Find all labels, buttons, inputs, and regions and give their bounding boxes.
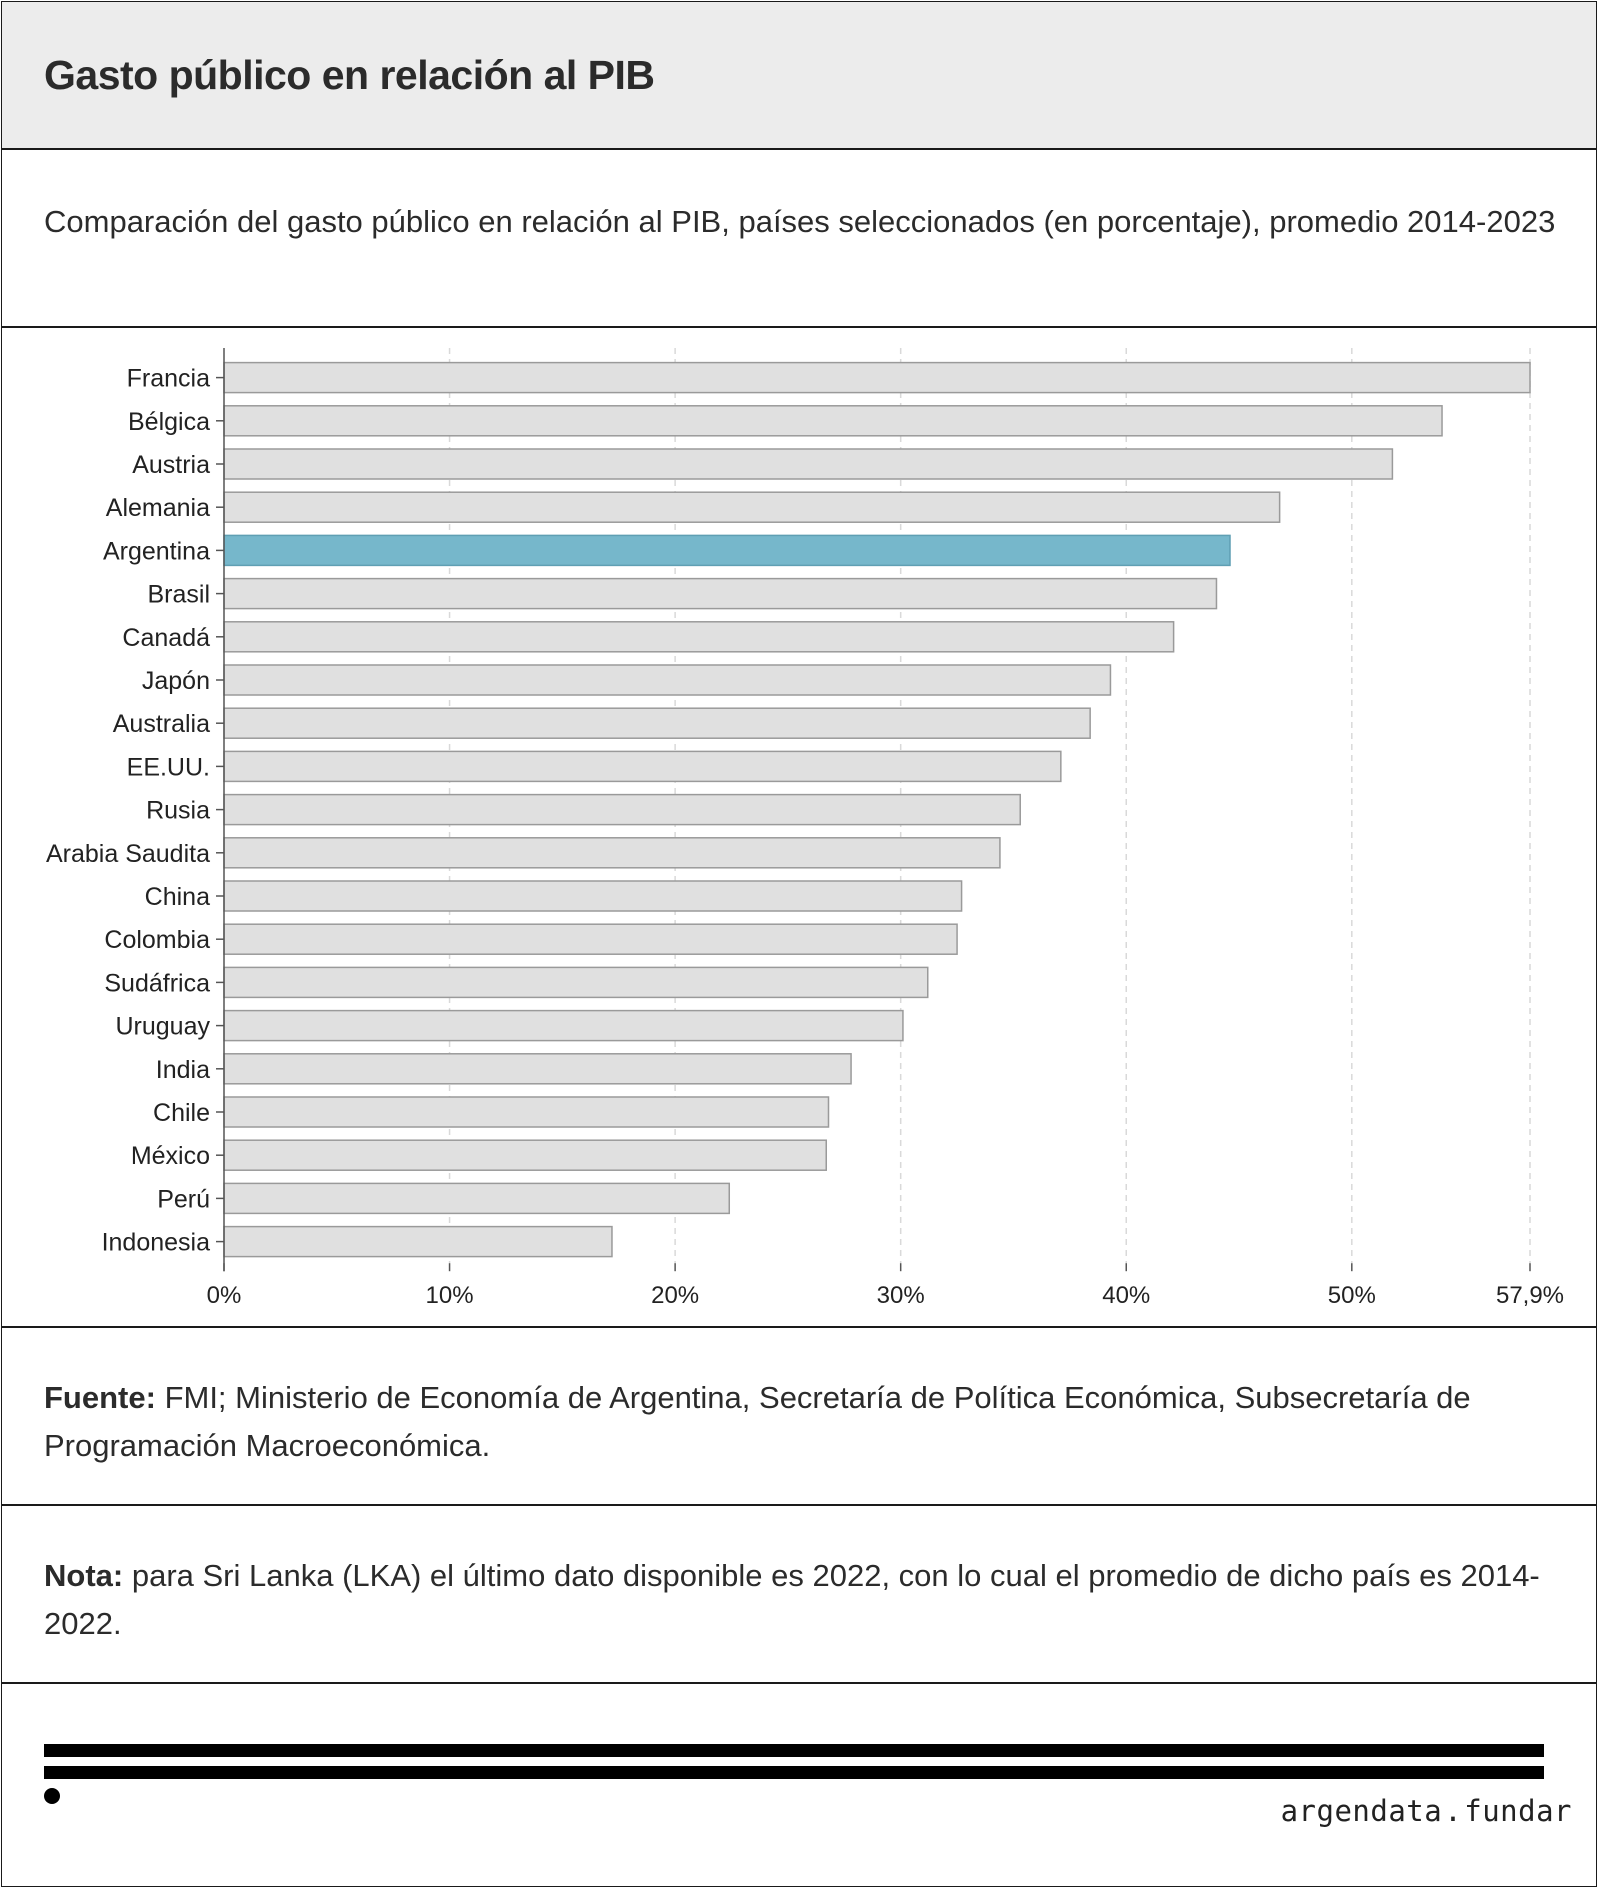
category-label-13: Colombia: [104, 926, 210, 954]
bar-1: [223, 405, 1443, 437]
category-label-11: Arabia Saudita: [46, 840, 210, 868]
note-section: Nota: para Sri Lanka (LKA) el último dat…: [2, 1506, 1596, 1684]
bar-14: [223, 966, 929, 999]
x-tick-label-0: 0%: [207, 1282, 242, 1309]
bar-chart: Francia Bélgica Austria Alemania Argentina Br…: [46, 348, 1564, 1309]
source-section: Fuente: FMI; Ministerio de Economía de A…: [2, 1328, 1596, 1506]
bar-9: [223, 750, 1062, 783]
category-label-6: Canadá: [122, 624, 210, 652]
logo-dot: [44, 1788, 60, 1804]
logo-line-top: [44, 1744, 1544, 1757]
category-label-20: Indonesia: [102, 1229, 211, 1257]
bar-12: [223, 880, 963, 912]
bar-17: [223, 1096, 830, 1128]
bar-7: [223, 664, 1112, 696]
source-body: FMI; Ministerio de Economía de Argentina…: [44, 1380, 1471, 1463]
bar-4: [223, 534, 1231, 567]
bar-6: [223, 621, 1175, 653]
category-label-19: Perú: [157, 1185, 210, 1213]
bar-5: [223, 577, 1218, 610]
x-tick-label-5: 50%: [1328, 1282, 1376, 1309]
bar-18: [223, 1139, 827, 1171]
logo-line-bottom: [44, 1766, 1544, 1779]
note-body: para Sri Lanka (LKA) el último dato disp…: [44, 1558, 1540, 1641]
x-tick-label-4: 40%: [1102, 1282, 1150, 1309]
category-label-7: Japón: [142, 667, 210, 695]
category-label-17: Chile: [153, 1099, 210, 1127]
bar-8: [223, 707, 1091, 739]
category-label-14: Sudáfrica: [104, 969, 210, 997]
title-bar: Gasto público en relación al PIB: [2, 2, 1596, 150]
note-label: Nota:: [44, 1558, 124, 1593]
bar-20: [223, 1225, 613, 1258]
category-label-15: Uruguay: [116, 1013, 211, 1041]
source-label: Fuente:: [44, 1380, 156, 1415]
subtitle-section: Comparación del gasto público en relació…: [2, 150, 1596, 328]
brand-logo: argendata.fundar: [1281, 1794, 1572, 1828]
brand-right: fundar: [1464, 1794, 1572, 1828]
bar-0: [223, 361, 1531, 394]
category-label-16: India: [156, 1056, 210, 1084]
chart-subtitle: Comparación del gasto público en relació…: [44, 204, 1556, 239]
chart-section: Francia Bélgica Austria Alemania Argentina Br…: [2, 328, 1596, 1328]
x-tick-label-3: 30%: [877, 1282, 925, 1309]
category-label-9: EE.UU.: [127, 753, 210, 781]
brand-separator: .: [1444, 1794, 1463, 1828]
bar-19: [223, 1182, 731, 1215]
bar-15: [223, 1009, 904, 1042]
category-label-4: Argentina: [103, 537, 210, 565]
category-label-0: Francia: [127, 365, 210, 393]
bar-11: [223, 837, 1001, 869]
bar-10: [223, 793, 1021, 826]
category-label-2: Austria: [132, 451, 210, 479]
bar-2: [223, 448, 1394, 480]
category-label-12: China: [145, 883, 210, 911]
brand-left: argendata: [1280, 1794, 1443, 1828]
bar-13: [223, 923, 958, 955]
bar-3: [223, 491, 1281, 523]
footer: argendata.fundar: [2, 1684, 1596, 1888]
category-label-1: Bélgica: [128, 408, 210, 436]
category-label-8: Australia: [113, 710, 210, 738]
category-label-10: Rusia: [146, 797, 210, 825]
x-tick-label-2: 20%: [651, 1282, 699, 1309]
category-label-3: Alemania: [106, 494, 210, 522]
page-title: Gasto público en relación al PIB: [44, 52, 655, 98]
category-label-5: Brasil: [147, 581, 210, 609]
source-text: Fuente: FMI; Ministerio de Economía de A…: [44, 1374, 1564, 1470]
note-text: Nota: para Sri Lanka (LKA) el último dat…: [44, 1552, 1564, 1648]
category-label-18: México: [131, 1142, 210, 1170]
x-tick-label-1: 10%: [426, 1282, 474, 1309]
x-tick-label-6: 57,9%: [1496, 1282, 1564, 1309]
bar-16: [223, 1053, 852, 1085]
